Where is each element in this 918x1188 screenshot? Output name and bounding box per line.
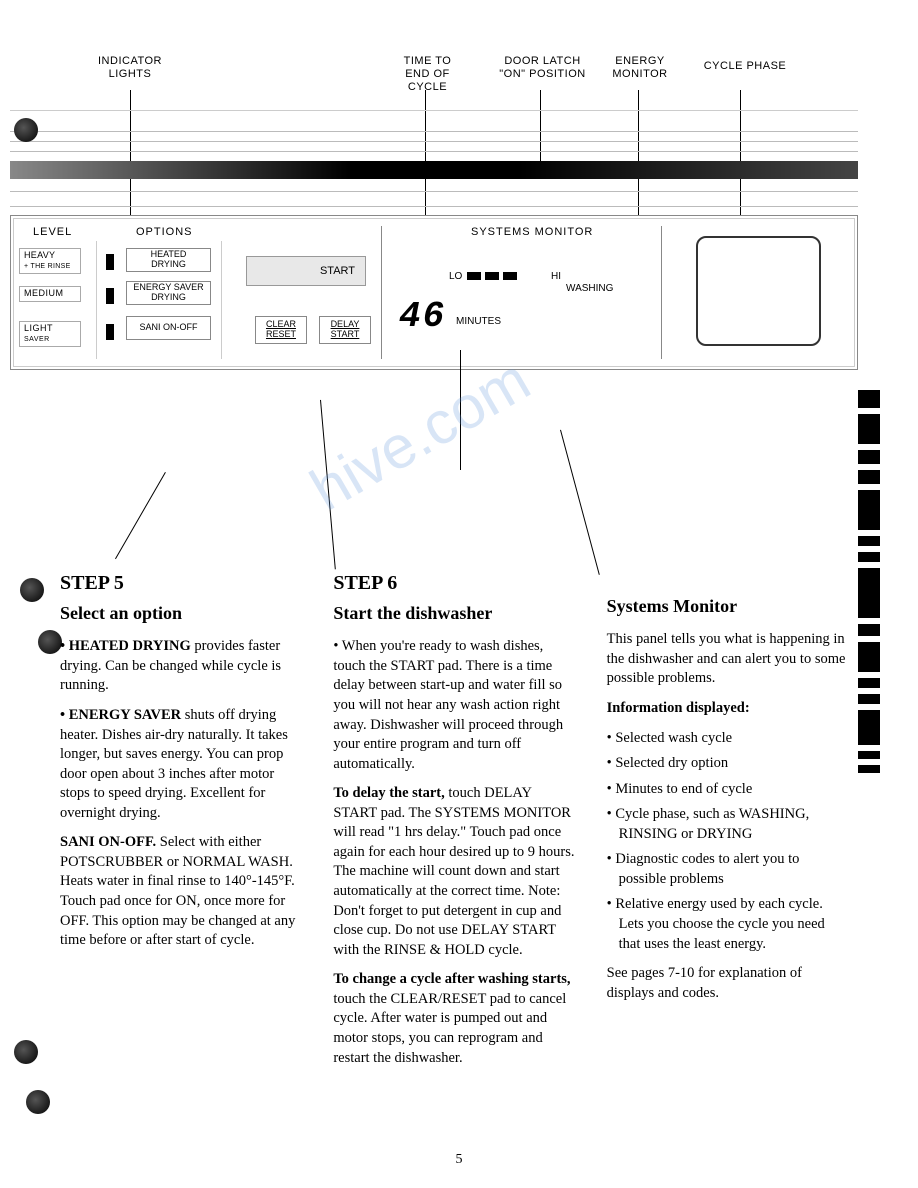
indicator-light [106, 324, 114, 340]
minutes-label: MINUTES [456, 316, 501, 327]
washing-label: WASHING [566, 283, 613, 294]
page-number: 5 [456, 1152, 463, 1168]
change-cycle-bold: To change a cycle after washing starts, [333, 971, 570, 987]
info-item: Selected dry option [607, 754, 850, 774]
step6-title: STEP 6 [333, 570, 576, 597]
step6-subtitle: Start the dishwasher [333, 601, 576, 625]
step5-subtitle: Select an option [60, 601, 303, 625]
clear-reset-button: CLEARRESET [255, 316, 307, 344]
time-display: 46 [399, 296, 446, 337]
monitor-display-box [696, 236, 821, 346]
info-item: Relative energy used by each cycle. Lets… [607, 895, 850, 954]
info-item: Cycle phase, such as WASHING, RINSING or… [607, 805, 850, 844]
hi-label: HI [551, 271, 561, 282]
change-cycle-text: touch the CLEAR/RESET pad to cancel cycl… [333, 991, 566, 1066]
energy-saver-text: shuts off drying heater. Dishes air-dry … [60, 707, 288, 821]
level-header: LEVEL [33, 226, 72, 238]
systems-monitor-column: Systems Monitor This panel tells you wha… [607, 570, 850, 1078]
level-medium: MEDIUM [19, 286, 81, 302]
section-bullet [14, 1040, 38, 1064]
bar-segment [503, 272, 517, 280]
info-displayed-header: Information displayed: [607, 699, 850, 719]
bar-segment [467, 272, 481, 280]
section-bullet [14, 118, 38, 142]
systems-monitor-header: SYSTEMS MONITOR [471, 226, 593, 238]
info-item: Selected wash cycle [607, 729, 850, 749]
options-header: OPTIONS [136, 226, 193, 238]
section-bullet [26, 1090, 50, 1114]
step6-column: STEP 6 Start the dishwasher • When you'r… [333, 570, 576, 1078]
systems-monitor-title: Systems Monitor [607, 594, 850, 618]
systems-monitor-footer: See pages 7-10 for explanation of displa… [607, 964, 850, 1003]
level-heavy: HEAVY+ THE RINSE [19, 248, 81, 274]
option-energy-saver: ENERGY SAVERDRYING [126, 281, 211, 305]
start-button: START [246, 256, 366, 286]
side-tabs [858, 390, 880, 779]
info-item: Minutes to end of cycle [607, 780, 850, 800]
callout-cycle-phase: CYCLE PHASE [700, 60, 790, 73]
systems-monitor-intro: This panel tells you what is happening i… [607, 630, 850, 689]
pointer-line [115, 472, 166, 559]
lo-label: LO [449, 271, 462, 282]
level-light: LIGHTSAVER [19, 321, 81, 347]
callout-door-latch: DOOR LATCH"ON" POSITION [495, 55, 590, 81]
delay-start-text: touch DELAY START pad. The SYSTEMS MONIT… [333, 785, 574, 958]
energy-saver-bold: • ENERGY SAVER [60, 707, 181, 723]
indicator-light [106, 288, 114, 304]
control-panel: LEVEL HEAVY+ THE RINSE MEDIUM LIGHTSAVER… [10, 215, 858, 370]
step5-column: STEP 5 Select an option • HEATED DRYING … [60, 570, 303, 1078]
callout-time-to-end: TIME TOEND OF CYCLE [385, 55, 470, 95]
info-item: Diagnostic codes to alert you to possibl… [607, 850, 850, 889]
delay-start-bold: To delay the start, [333, 785, 444, 801]
delay-start-button: DELAYSTART [319, 316, 371, 344]
section-bullet [20, 578, 44, 602]
pointer-line [460, 350, 461, 470]
section-bullet [38, 630, 62, 654]
option-heated-drying: HEATEDDRYING [126, 248, 211, 272]
callout-energy-monitor: ENERGYMONITOR [605, 55, 675, 81]
bar-segment [485, 272, 499, 280]
option-sani: SANI ON-OFF [126, 316, 211, 340]
step6-p1: • When you're ready to wash dishes, touc… [333, 637, 576, 774]
sani-text: Select with either POTSCRUBBER or NORMAL… [60, 834, 295, 948]
callout-indicator-lights: INDICATORLIGHTS [90, 55, 170, 81]
indicator-light [106, 254, 114, 270]
sani-bold: SANI ON-OFF. [60, 834, 156, 850]
step5-title: STEP 5 [60, 570, 303, 597]
heated-drying-bold: • HEATED DRYING [60, 638, 191, 654]
